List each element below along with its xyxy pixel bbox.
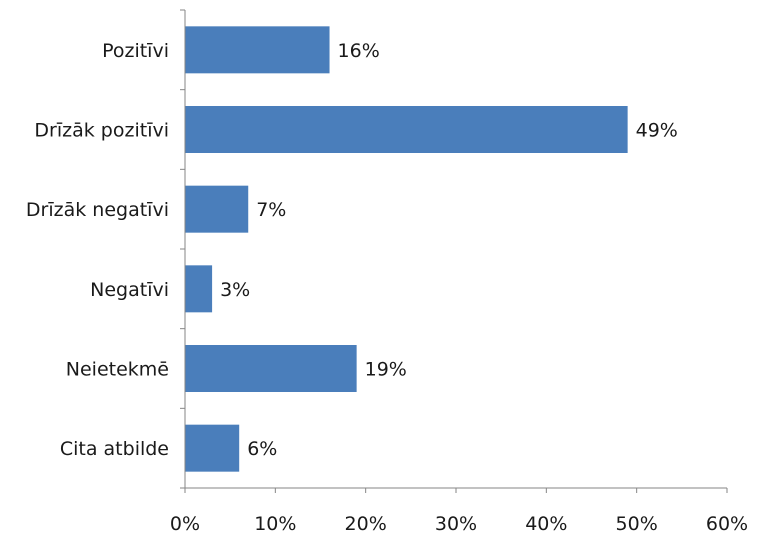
bar: [185, 106, 628, 153]
x-tick-label: 60%: [706, 513, 748, 535]
x-tick-label: 40%: [525, 513, 567, 535]
value-label: 19%: [365, 359, 407, 381]
value-label: 3%: [220, 279, 250, 301]
category-label: Drīzāk negatīvi: [26, 199, 169, 221]
bar: [185, 345, 357, 392]
value-label: 49%: [636, 120, 678, 142]
category-label: Negatīvi: [90, 279, 169, 301]
category-label: Drīzāk pozitīvi: [34, 120, 169, 142]
x-tick-label: 20%: [345, 513, 387, 535]
bar: [185, 185, 249, 233]
bar: [185, 424, 240, 472]
axis-layer: [180, 9, 728, 493]
value-label: 16%: [338, 40, 380, 62]
bars-layer: [185, 26, 628, 472]
value-label: 7%: [256, 199, 286, 221]
x-tick-label: 10%: [254, 513, 296, 535]
bar: [185, 265, 213, 313]
x-tick-label: 30%: [435, 513, 477, 535]
category-label: Neietekmē: [66, 359, 169, 381]
x-tick-label: 50%: [616, 513, 658, 535]
value-label: 6%: [247, 438, 277, 460]
category-label: Cita atbilde: [60, 438, 169, 460]
bar: [185, 26, 330, 74]
labels-layer: 0% 10% 20% 30% 40% 50% 60% Pozitīvi 16% Drīzāk po…: [26, 40, 748, 535]
x-tick-label: 0%: [170, 513, 200, 535]
category-label: Pozitīvi: [102, 40, 169, 62]
